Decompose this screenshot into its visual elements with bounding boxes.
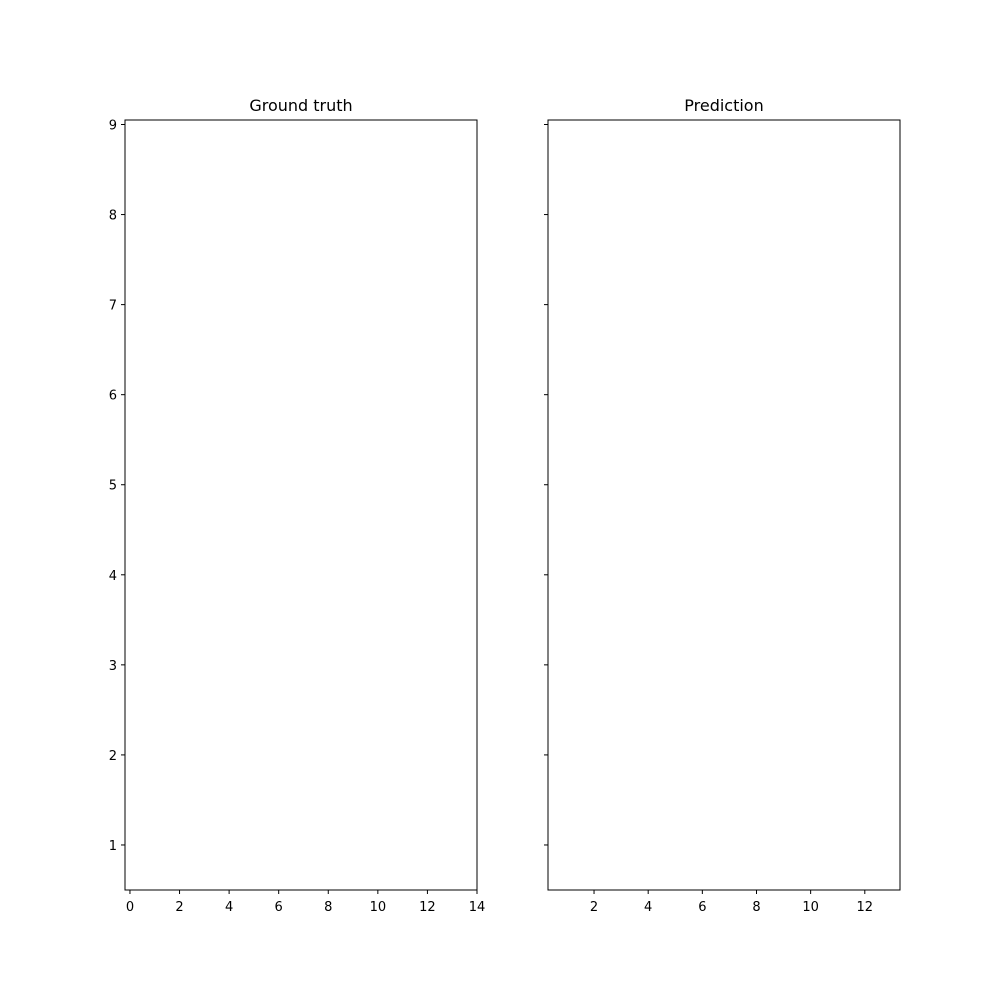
ground-truth-y-tick-label: 6 xyxy=(109,389,117,404)
ground-truth-x-tick-label: 4 xyxy=(225,900,233,915)
ground-truth-x-tick-label: 2 xyxy=(175,900,183,915)
prediction-x-tick-label: 10 xyxy=(802,900,819,915)
prediction-panel: Prediction 2 4 6 8 10 12 xyxy=(544,96,901,915)
ground-truth-y-tick-label: 2 xyxy=(109,749,117,764)
ground-truth-x-tick-label: 0 xyxy=(126,900,134,915)
ground-truth-x-tick-label: 12 xyxy=(419,900,436,915)
prediction-x-tick-label: 4 xyxy=(644,900,652,915)
ground-truth-x-tick-label: 14 xyxy=(469,900,486,915)
ground-truth-y-tick-label: 1 xyxy=(109,839,117,854)
ground-truth-y-tick-label: 4 xyxy=(109,569,117,584)
ground-truth-y-tick-label: 8 xyxy=(109,209,117,224)
ground-truth-plot-area xyxy=(124,119,478,891)
ground-truth-y-tick-label: 7 xyxy=(109,299,117,314)
prediction-x-tick-label: 2 xyxy=(590,900,598,915)
prediction-x-tick-label: 8 xyxy=(752,900,760,915)
prediction-x-tick-label: 12 xyxy=(857,900,874,915)
prediction-x-tick-label: 6 xyxy=(698,900,706,915)
ground-truth-x-tick-label: 8 xyxy=(324,900,332,915)
ground-truth-x-tick-label: 6 xyxy=(275,900,283,915)
ground-truth-x-tick-label: 10 xyxy=(370,900,387,915)
prediction-plot-area xyxy=(547,119,901,891)
prediction-title: Prediction xyxy=(684,96,763,115)
ground-truth-y-tick-label: 5 xyxy=(109,479,117,494)
ground-truth-y-tick-label: 9 xyxy=(109,119,117,134)
ground-truth-y-tick-label: 3 xyxy=(109,659,117,674)
ground-truth-title: Ground truth xyxy=(249,96,352,115)
